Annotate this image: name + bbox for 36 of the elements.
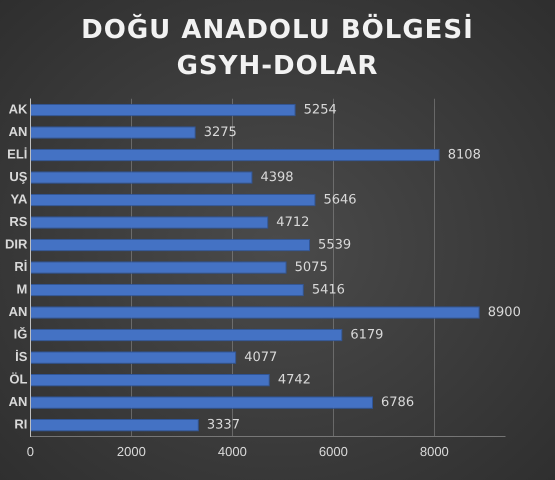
data-label: 4077	[244, 350, 278, 365]
y-tick-label: AN	[8, 304, 28, 320]
y-tick-label: RI	[14, 416, 28, 432]
data-label: 4742	[278, 372, 311, 388]
data-label: 5254	[304, 102, 337, 118]
x-tick-label: 2000	[116, 444, 146, 459]
y-tick-label: İS	[15, 349, 28, 364]
x-tick-label: 4000	[218, 444, 247, 459]
data-label: 5075	[294, 260, 328, 275]
data-label: 4712	[276, 214, 310, 230]
data-label: 6179	[350, 327, 384, 342]
y-tick-label: DIR	[5, 236, 28, 252]
data-label: 5539	[318, 237, 352, 252]
x-tick-label: 8000	[420, 444, 449, 459]
data-label: 5416	[312, 282, 345, 298]
data-label: 3337	[206, 418, 240, 433]
y-tick-label: Rİ	[14, 259, 28, 274]
data-label: 8108	[448, 147, 481, 162]
data-label: 5646	[323, 192, 357, 208]
data-label: 8900	[488, 304, 521, 320]
data-label: 4398	[260, 170, 294, 185]
y-tick-label: IĞ	[14, 326, 28, 342]
y-tick-label: AN	[8, 394, 28, 410]
y-tick-label: ÖL	[9, 372, 28, 387]
x-tick-label: 0	[26, 444, 34, 459]
y-tick-label: AK	[8, 102, 28, 117]
chart-title: DOĞU ANADOLU BÖLGESİ GSYH-DOLAR	[80, 12, 475, 83]
y-tick-label: UŞ	[9, 169, 28, 184]
data-label: 6786	[381, 395, 414, 410]
x-tick-label: 6000	[318, 444, 348, 459]
y-tick-label: RS	[9, 214, 28, 230]
y-tick-label: ELİ	[7, 146, 28, 162]
y-tick-label: M	[16, 282, 28, 297]
data-label: 3275	[204, 124, 237, 140]
y-tick-label: AN	[8, 124, 28, 140]
y-tick-label: YA	[10, 192, 28, 207]
